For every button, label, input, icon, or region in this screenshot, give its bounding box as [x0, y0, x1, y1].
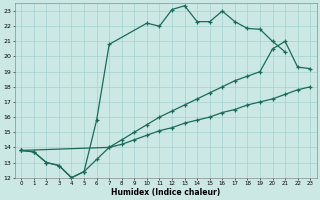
X-axis label: Humidex (Indice chaleur): Humidex (Indice chaleur) [111, 188, 220, 197]
